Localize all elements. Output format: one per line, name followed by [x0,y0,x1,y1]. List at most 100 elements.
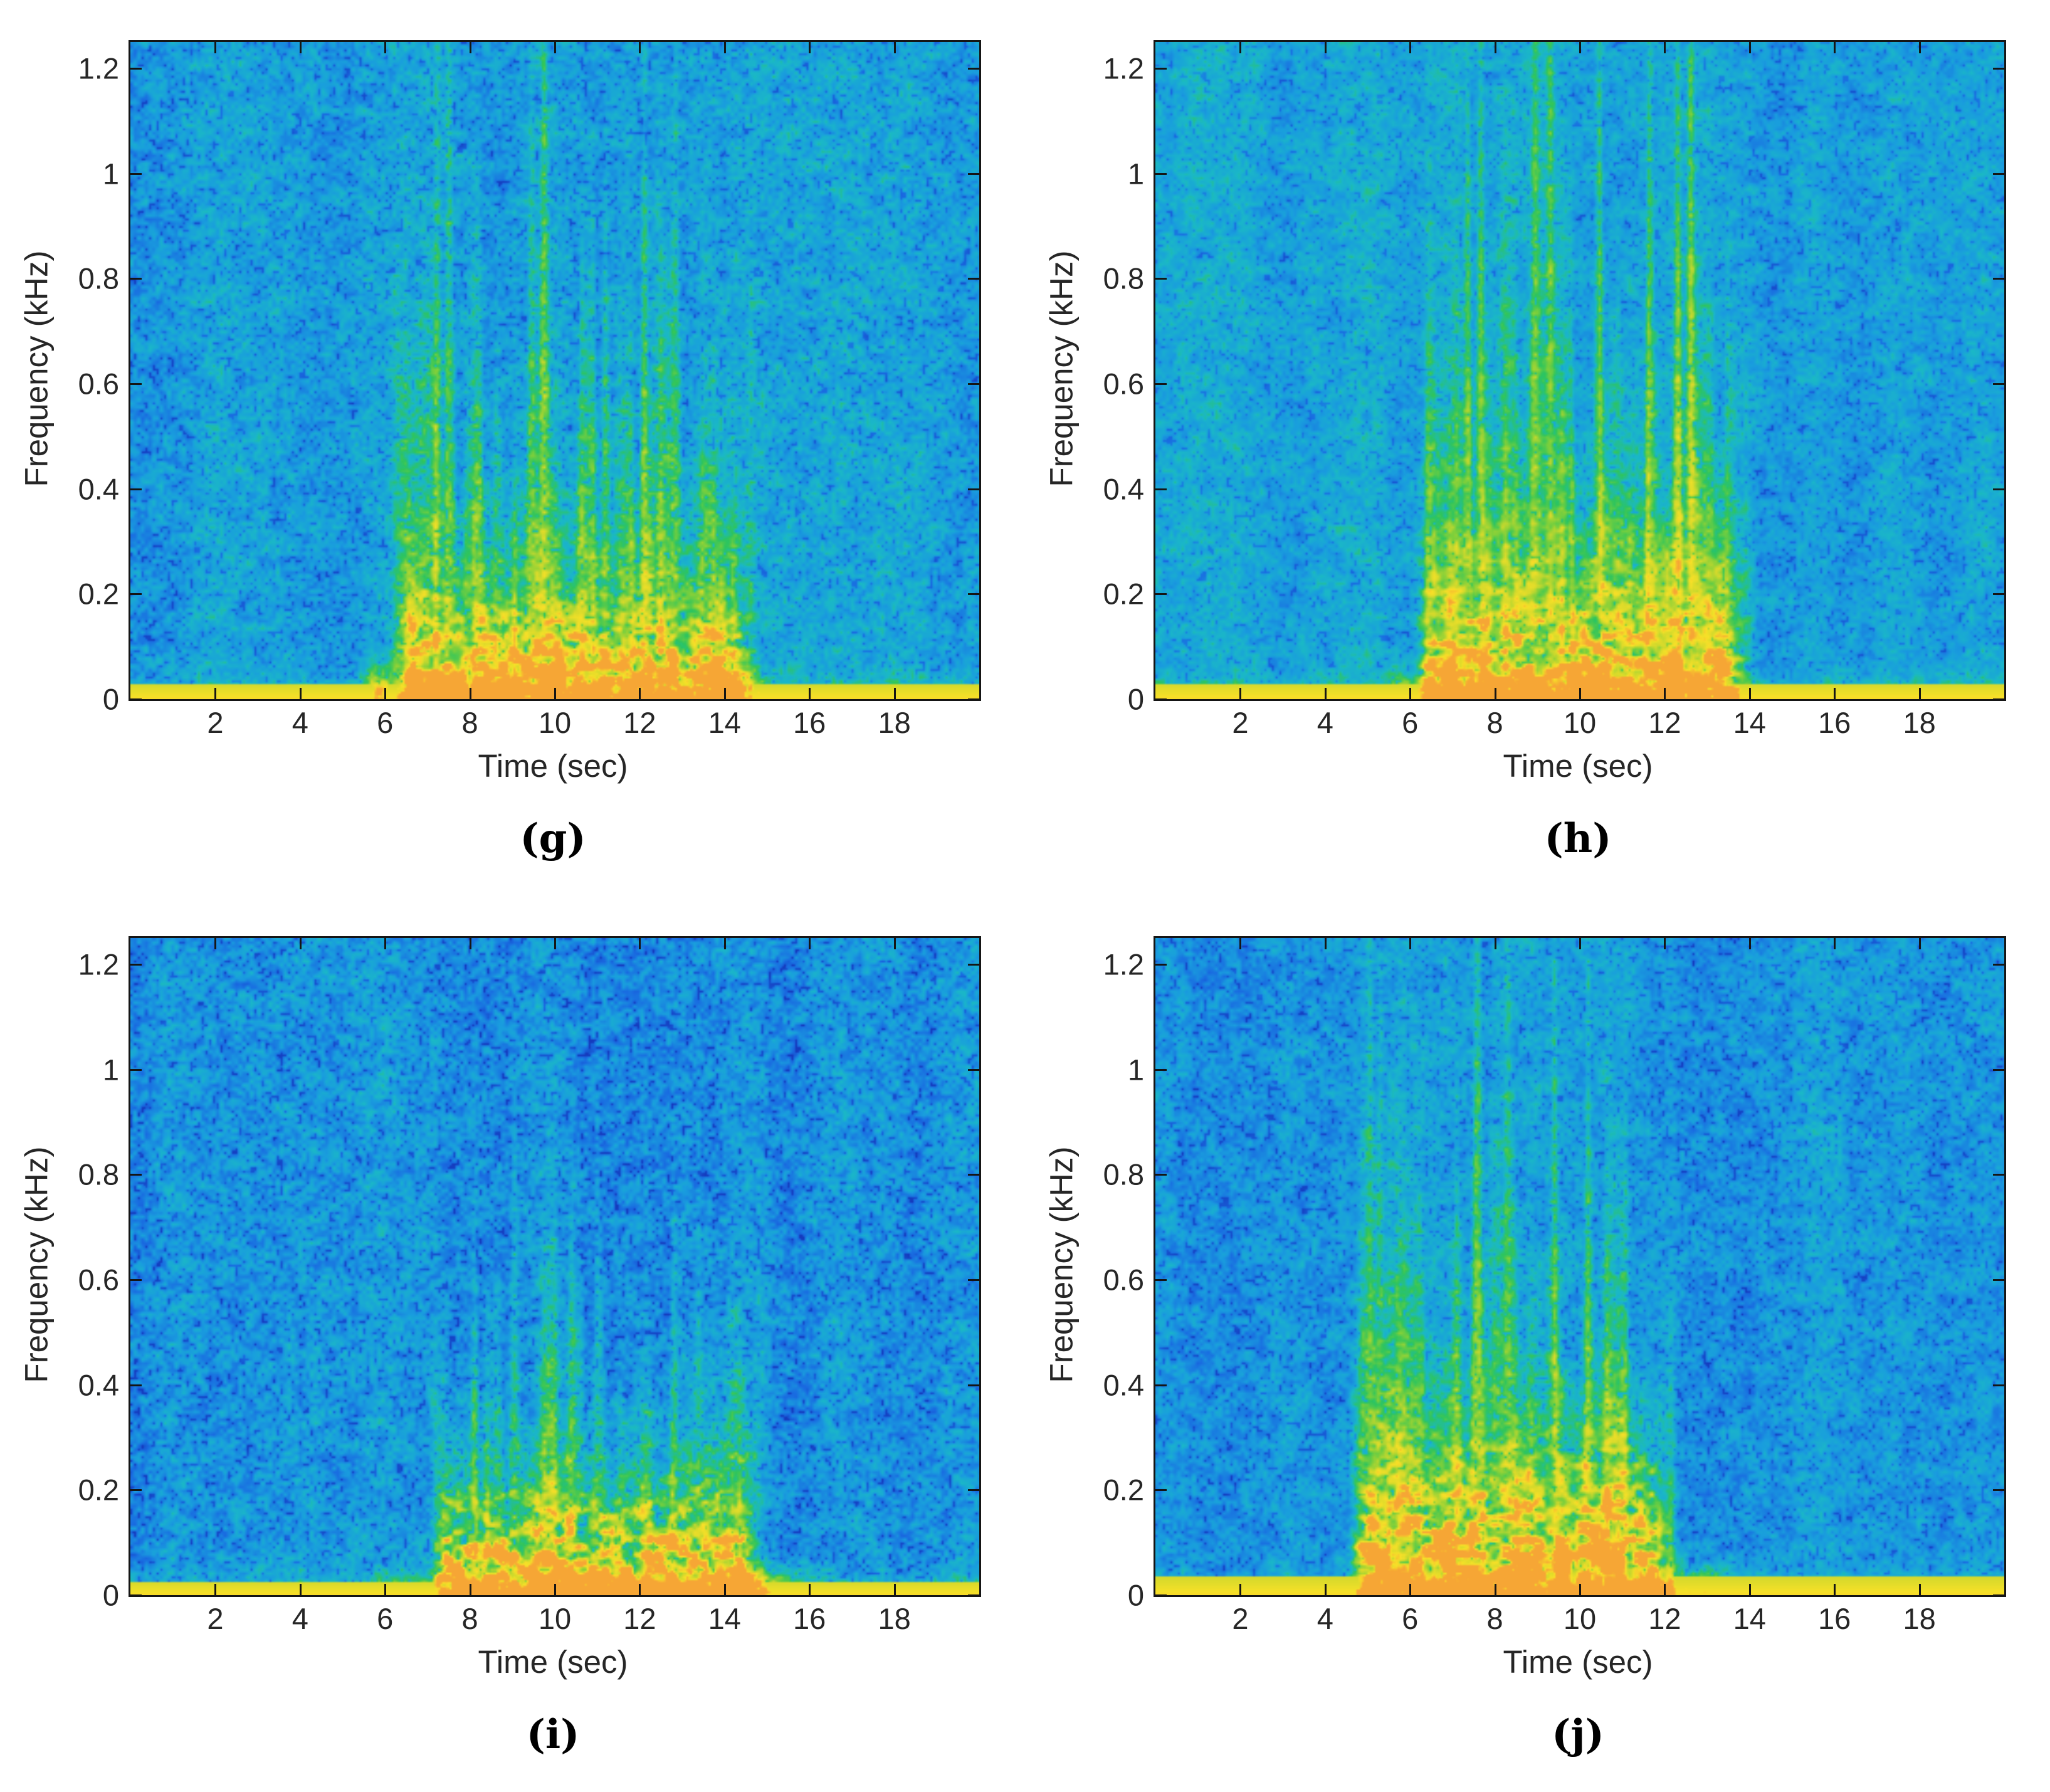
y-tick-label: 0.2 [1103,1473,1144,1507]
y-tick-mark [1993,1594,2004,1596]
y-tick-label: 0 [1127,1578,1144,1612]
x-tick-label: 8 [1486,1602,1503,1635]
y-tick-mark [1155,67,1167,70]
x-tick-mark [1748,1584,1751,1595]
x-tick-mark [469,688,471,699]
y-tick-mark [968,1594,979,1596]
x-axis-label: Time (sec) [1503,1644,1653,1680]
y-tick-mark [1993,1489,2004,1492]
y-tick-mark [1155,1278,1167,1281]
x-tick-mark [893,1584,896,1595]
y-tick-mark [1155,593,1167,596]
y-tick-label: 0 [1127,682,1144,716]
y-tick-label: 0.2 [78,1473,119,1507]
x-tick-mark [1834,1584,1836,1595]
x-tick-mark [639,938,641,949]
x-tick-mark [1494,938,1496,949]
y-tick-mark [130,1594,142,1596]
y-tick-label: 0.2 [78,577,119,611]
y-tick-label: 0.6 [1103,1263,1144,1297]
x-tick-label: 18 [1903,1602,1936,1635]
y-tick-mark [130,172,142,175]
x-tick-mark [214,688,217,699]
y-tick-label: 1.2 [1103,51,1144,85]
y-tick-mark [968,172,979,175]
x-tick-label: 2 [1232,1602,1249,1635]
y-tick-label: 0.8 [1103,261,1144,295]
y-axis-label: Frequency (kHz) [18,250,55,487]
y-tick-label: 1 [102,157,119,191]
y-tick-mark [1155,1174,1167,1176]
x-tick-mark [893,938,896,949]
y-tick-mark [1155,172,1167,175]
y-tick-mark [968,382,979,385]
x-tick-label: 2 [207,706,224,739]
y-tick-mark [1155,382,1167,385]
y-tick-label: 1.2 [78,51,119,85]
y-tick-mark [130,1174,142,1176]
y-axis-label: Frequency (kHz) [18,1146,55,1383]
x-tick-mark [1579,42,1581,53]
y-tick-mark [968,1068,979,1071]
x-tick-mark [893,42,896,53]
x-tick-mark [384,688,387,699]
x-tick-mark [1664,42,1666,53]
x-tick-label: 14 [708,1602,741,1635]
x-tick-label: 8 [1486,706,1503,739]
x-tick-label: 8 [461,706,478,739]
x-tick-mark [1409,938,1412,949]
y-tick-mark [130,67,142,70]
spectrogram-panel-j: Frequency (kHz) 2 4 6 8 10 12 14 16 18 0 0.2 0.4 0.6… [1025,896,2050,1792]
x-tick-mark [723,688,726,699]
x-tick-mark [469,1584,471,1595]
y-tick-mark [1993,488,2004,490]
y-tick-label: 1.2 [1103,947,1144,981]
y-tick-mark [968,1384,979,1386]
y-tick-mark [968,1278,979,1281]
x-tick-label: 12 [623,706,656,739]
spectrogram-canvas [1155,938,2004,1595]
y-tick-mark [1993,278,2004,280]
y-tick-mark [130,593,142,596]
x-tick-label: 16 [1818,706,1851,739]
x-tick-label: 2 [207,1602,224,1635]
x-tick-label: 4 [292,1602,308,1635]
x-tick-label: 16 [793,1602,826,1635]
y-tick-label: 1 [1127,157,1144,191]
x-tick-label: 4 [292,706,308,739]
x-tick-mark [809,42,811,53]
y-axis-label: Frequency (kHz) [1043,250,1080,487]
x-tick-mark [554,1584,556,1595]
x-tick-mark [1918,938,1921,949]
x-tick-mark [639,1584,641,1595]
x-tick-mark [384,1584,387,1595]
y-tick-mark [1155,488,1167,490]
y-tick-label: 1.2 [78,947,119,981]
panel-caption: (i) [526,1711,580,1758]
y-tick-mark [1993,382,2004,385]
x-tick-label: 10 [538,1602,572,1635]
y-tick-mark [130,382,142,385]
spectrogram-panel-h: Frequency (kHz) 2 4 6 8 10 12 14 16 18 0 0.2 0.4 0.6… [1025,0,2050,896]
x-tick-mark [299,42,302,53]
x-tick-mark [639,42,641,53]
x-tick-mark [723,938,726,949]
x-tick-label: 6 [377,1602,394,1635]
x-tick-label: 10 [1563,1602,1597,1635]
x-tick-label: 12 [1648,706,1681,739]
y-tick-mark [1993,698,2004,700]
y-tick-label: 0.8 [78,261,119,295]
x-tick-mark [1239,1584,1242,1595]
y-tick-label: 0.4 [78,472,119,506]
spectrogram-canvas [130,42,979,699]
x-tick-label: 6 [377,706,394,739]
y-tick-mark [1993,963,2004,966]
x-tick-label: 6 [1402,706,1419,739]
spectrogram-canvas [130,938,979,1595]
y-tick-mark [1155,963,1167,966]
x-tick-label: 18 [1903,706,1936,739]
x-tick-mark [214,938,217,949]
x-tick-label: 4 [1317,706,1333,739]
plot-area: 2 4 6 8 10 12 14 16 18 0 0.2 0.4 0.6 0.8 1 1.2 [1103,40,2006,737]
x-tick-mark [1409,688,1412,699]
